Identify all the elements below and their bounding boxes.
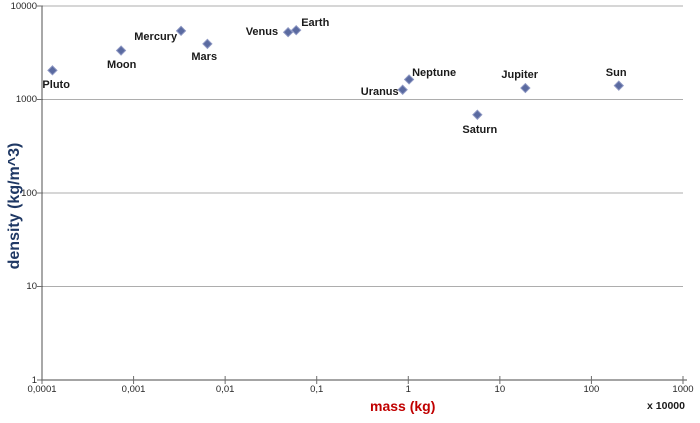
data-point-mercury[interactable] xyxy=(175,25,187,37)
x-tick-label: 0,1 xyxy=(310,384,324,395)
data-label-mercury: Mercury xyxy=(134,30,178,43)
y-tick-label: 1000 xyxy=(15,94,37,105)
x-axis-multiplier-note: x 10000 xyxy=(647,400,685,412)
x-tick-label: 1 xyxy=(405,384,411,395)
data-point-earth[interactable] xyxy=(290,24,302,36)
y-axis-title: density (kg/m^3) xyxy=(6,142,23,270)
data-label-jupiter: Jupiter xyxy=(501,69,539,82)
y-tick-label: 10000 xyxy=(10,0,37,12)
x-tick-label: 0,0001 xyxy=(27,384,57,395)
data-label-mars: Mars xyxy=(191,50,218,63)
x-tick-label: 100 xyxy=(583,384,600,395)
x-tick-label: 0,001 xyxy=(121,384,146,395)
data-label-venus: Venus xyxy=(245,26,279,39)
data-point-saturn[interactable] xyxy=(472,109,483,120)
data-label-pluto: Pluto xyxy=(42,79,70,92)
x-tick-label: 0,01 xyxy=(215,384,235,395)
x-tick-label: 1000 xyxy=(672,384,694,395)
data-point-jupiter[interactable] xyxy=(520,82,531,94)
data-label-saturn: Saturn xyxy=(462,123,498,136)
data-point-neptune[interactable] xyxy=(403,74,415,85)
y-tick-label: 1 xyxy=(31,374,37,386)
data-point-pluto[interactable] xyxy=(47,65,58,76)
data-point-uranus[interactable] xyxy=(397,84,408,95)
data-label-neptune: Neptune xyxy=(412,67,457,80)
data-label-sun: Sun xyxy=(605,66,627,79)
x-tick-label: 10 xyxy=(494,384,506,395)
data-point-venus[interactable] xyxy=(282,27,294,38)
x-axis-title: mass (kg) xyxy=(370,398,436,414)
data-label-moon: Moon xyxy=(107,58,137,71)
y-tick-label: 10 xyxy=(26,281,37,292)
data-point-moon[interactable] xyxy=(115,45,127,56)
y-tick-label: 100 xyxy=(21,187,37,199)
data-label-earth: Earth xyxy=(301,17,330,30)
data-point-sun[interactable] xyxy=(613,80,625,91)
data-point-mars[interactable] xyxy=(202,38,213,50)
data-label-uranus: Uranus xyxy=(360,85,399,98)
